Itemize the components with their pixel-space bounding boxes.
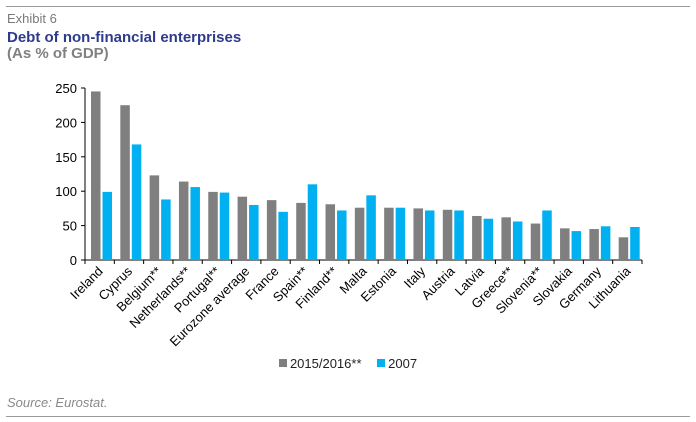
bar-2007 [542, 210, 552, 260]
bar-2007 [278, 211, 288, 260]
bar-2007 [395, 207, 406, 260]
y-tick-label: 100 [55, 184, 77, 199]
bar-2015 [530, 223, 541, 260]
bar-2007 [600, 226, 611, 260]
bar-2007 [190, 187, 200, 260]
y-tick-label: 200 [55, 115, 77, 130]
bar-2007 [454, 210, 464, 260]
bar-2015 [589, 229, 599, 260]
bar-2015 [149, 175, 160, 260]
y-tick-label: 50 [63, 219, 77, 234]
bar-2007 [337, 210, 347, 260]
y-tick-label: 0 [70, 253, 77, 268]
bar-2015 [91, 91, 101, 260]
bar-chart: 050100150200250IrelandCyprusBelgium**Net… [55, 81, 643, 349]
bar-2015 [208, 191, 218, 260]
y-tick-label: 150 [55, 150, 77, 165]
bar-2015 [413, 208, 423, 260]
legend-item-2015: 2015/2016** [278, 355, 362, 371]
bottom-rule [6, 416, 690, 417]
exhibit-label: Exhibit 6 [7, 11, 57, 26]
bar-2015 [266, 200, 277, 260]
bar-2007 [161, 199, 171, 260]
bar-2015 [501, 217, 511, 260]
y-tick-label: 250 [55, 81, 77, 96]
x-category-label: Austria [418, 263, 458, 303]
legend: 2015/2016** 2007 [0, 355, 696, 371]
top-rule [6, 6, 690, 7]
bar-2007 [424, 210, 435, 260]
bar-2007 [483, 218, 494, 260]
legend-swatch-2007 [377, 359, 386, 367]
bar-2015 [472, 215, 482, 260]
bar-2007 [571, 231, 582, 260]
bar-2015 [237, 196, 248, 260]
chart-subtitle: (As % of GDP) [7, 45, 109, 62]
bar-2007 [249, 204, 259, 260]
source-note: Source: Eurostat. [7, 395, 108, 410]
bar-2007 [630, 226, 640, 260]
bar-2015 [618, 237, 629, 260]
bar-2015 [120, 105, 130, 260]
legend-label-2015: 2015/2016** [289, 355, 362, 371]
bar-2007 [219, 192, 230, 260]
legend-label-2007: 2007 [388, 355, 418, 371]
bar-2007 [131, 144, 142, 260]
legend-item-2007: 2007 [377, 356, 417, 371]
bar-2015 [354, 207, 365, 260]
bar-2015 [442, 209, 453, 260]
bar-2007 [307, 184, 318, 260]
bar-2007 [366, 195, 376, 260]
bar-2015 [384, 207, 394, 260]
chart-title: Debt of non-financial enterprises [7, 29, 242, 46]
legend-swatch-2015 [278, 359, 287, 367]
bar-2015 [325, 204, 336, 260]
bar-2015 [560, 228, 570, 260]
bar-2007 [512, 221, 523, 260]
bar-2007 [102, 191, 112, 260]
bar-2015 [296, 202, 306, 260]
bar-2015 [178, 181, 189, 260]
